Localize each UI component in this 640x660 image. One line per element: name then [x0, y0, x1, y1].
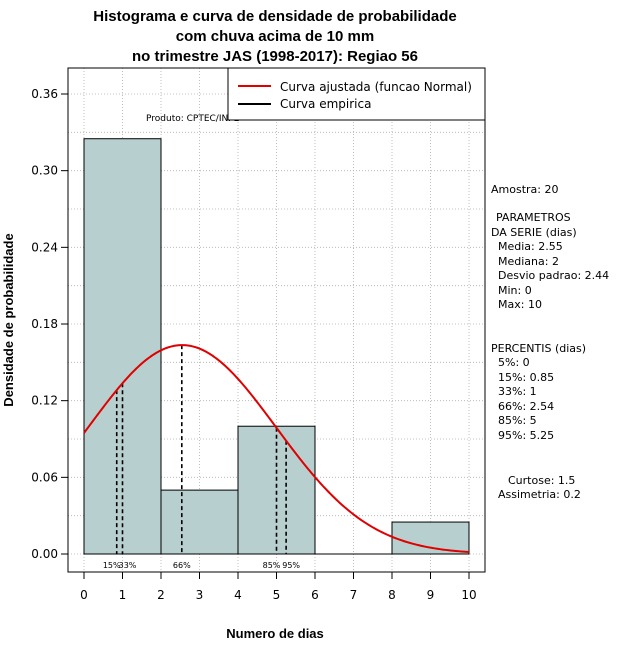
chart-title-line-1: Histograma e curva de densidade de proba…: [93, 8, 456, 25]
y-tick-label: 0.30: [31, 164, 58, 178]
chart-title-line-2: com chuva acima de 10 mm: [176, 28, 374, 45]
stats-params-title-2: DA SERIE (dias): [491, 226, 577, 239]
x-tick-label: 8: [388, 588, 396, 602]
stats-p33: 33%: 1: [498, 385, 537, 398]
stats-sample: Amostra: 20: [491, 183, 558, 196]
x-tick-label: 1: [119, 588, 127, 602]
percentile-label: 85%: [263, 561, 281, 570]
x-tick-label: 2: [157, 588, 165, 602]
y-tick-label: 0.24: [31, 240, 58, 254]
y-tick-label: 0.12: [31, 394, 58, 408]
y-tick-label: 0.06: [31, 470, 58, 484]
y-tick-label: 0.18: [31, 317, 58, 331]
stats-max: Max: 10: [498, 298, 542, 311]
x-axis-title: Numero de dias: [226, 626, 324, 641]
percentile-label: 95%: [282, 561, 300, 570]
axes: 0 1 2 3 4 5 6 7 8 9 10 0.00 0.06 0.12 0.18 0.24 0.30 0.36: [31, 87, 476, 602]
x-tick-label: 6: [311, 588, 319, 602]
histogram-bar: [237, 425, 316, 555]
source-note: Produto: CPTEC/INPE: [146, 114, 240, 124]
x-tick-label: 9: [427, 588, 435, 602]
stats-p5: 5%: 0: [498, 356, 530, 369]
stats-mean: Media: 2.55: [498, 240, 563, 253]
x-tick-label: 0: [80, 588, 88, 602]
percentile-label: 66%: [173, 561, 191, 570]
histogram-bar: [391, 521, 470, 555]
legend-label-empirical: Curva empirica: [280, 97, 371, 111]
stats-sd: Desvio padrao: 2.44: [498, 269, 609, 282]
stats-kurtosis: Curtose: 1.5: [508, 474, 575, 487]
x-tick-label: 10: [461, 588, 476, 602]
legend: Curva ajustada (funcao Normal) Curva emp…: [227, 67, 486, 121]
stats-skewness: Assimetria: 0.2: [498, 488, 581, 501]
fit-curve-line: [83, 344, 470, 554]
stats-params-title-1: PARAMETROS: [496, 211, 571, 224]
stats-p66: 66%: 2.54: [498, 400, 554, 413]
stats-p15: 15%: 0.85: [498, 371, 554, 384]
y-tick-label: 0.00: [31, 547, 58, 561]
x-tick-label: 7: [350, 588, 358, 602]
stats-percentis-title: PERCENTIS (dias): [491, 342, 586, 355]
y-tick-label: 0.36: [31, 87, 58, 101]
stats-median: Mediana: 2: [498, 255, 559, 268]
percentile-lines: 15%33% 66% 85% 95%: [103, 345, 300, 570]
x-tick-label: 4: [234, 588, 242, 602]
chart-title-line-3: no trimestre JAS (1998-2017): Regiao 56: [132, 48, 418, 65]
x-tick-label: 3: [196, 588, 204, 602]
fit-curve-group: [83, 344, 470, 554]
stats-p85: 85%: 5: [498, 414, 537, 427]
y-axis-title: Densidade de probabilidade: [1, 233, 16, 406]
percentile-label: 15%: [103, 561, 121, 570]
legend-label-fit-curve: Curva ajustada (funcao Normal): [280, 80, 472, 94]
legend-box: [227, 67, 486, 121]
stats-p95: 95%: 5.25: [498, 429, 554, 442]
histogram-bars: [83, 138, 470, 555]
percentile-label: 33%: [119, 561, 137, 570]
stats-min: Min: 0: [498, 284, 532, 297]
histogram-bar: [160, 489, 239, 555]
x-tick-label: 5: [273, 588, 281, 602]
stats-panel: Amostra: 20 PARAMETROS DA SERIE (dias) M…: [491, 183, 609, 501]
